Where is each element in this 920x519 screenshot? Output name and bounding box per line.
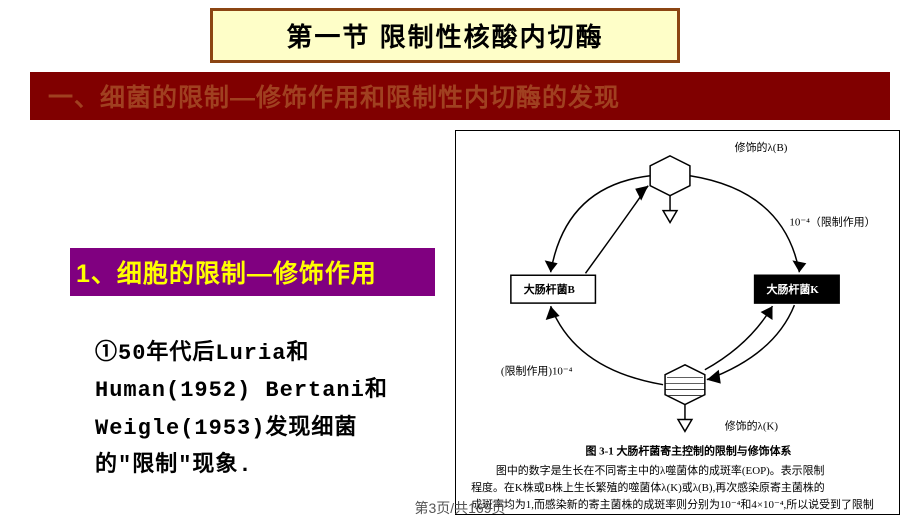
diagram-caption-1: 图中的数字是生长在不同寄主中的λ噬菌体的成斑率(EOP)。表示限制 bbox=[496, 463, 825, 477]
subsection-banner: 一、细菌的限制—修饰作用和限制性内切酶的发现 bbox=[30, 72, 890, 120]
section-title-box: 第一节 限制性核酸内切酶 bbox=[210, 8, 680, 63]
diagram-right-label: 10⁻⁴（限制作用） bbox=[789, 216, 875, 229]
subsection-title: 一、细菌的限制—修饰作用和限制性内切酶的发现 bbox=[48, 78, 620, 114]
point-title: 1、细胞的限制—修饰作用 bbox=[76, 254, 377, 290]
page-footer: 第3页/共169页 bbox=[0, 498, 920, 518]
diagram-bottom-label: 修饰的λ(K) bbox=[725, 418, 779, 432]
diagram-left-label: (限制作用)10⁻⁴ bbox=[501, 365, 573, 378]
diagram-caption-2: 程度。在K株或B株上生长繁殖的噬菌体λ(K)或λ(B),再次感染原寄主菌株的 bbox=[471, 480, 825, 494]
diagram-caption-title: 图 3-1 大肠杆菌寄主控制的限制与修饰体系 bbox=[585, 443, 791, 457]
body-paragraph: ①50年代后Luria和Human(1952) Bertani和Weigle(1… bbox=[95, 335, 405, 485]
diagram-left-box-label: 大肠杆菌B bbox=[524, 282, 575, 296]
section-title: 第一节 限制性核酸内切酶 bbox=[286, 22, 603, 52]
point-banner: 1、细胞的限制—修饰作用 bbox=[70, 248, 435, 296]
cycle-diagram: 修饰的λ(B) 修饰的λ(K) 大肠杆菌B 大肠杆菌K 10⁻⁴（限制作用） bbox=[455, 130, 900, 515]
diagram-right-box-label: 大肠杆菌K bbox=[767, 282, 820, 296]
diagram-top-label: 修饰的λ(B) bbox=[735, 140, 788, 154]
